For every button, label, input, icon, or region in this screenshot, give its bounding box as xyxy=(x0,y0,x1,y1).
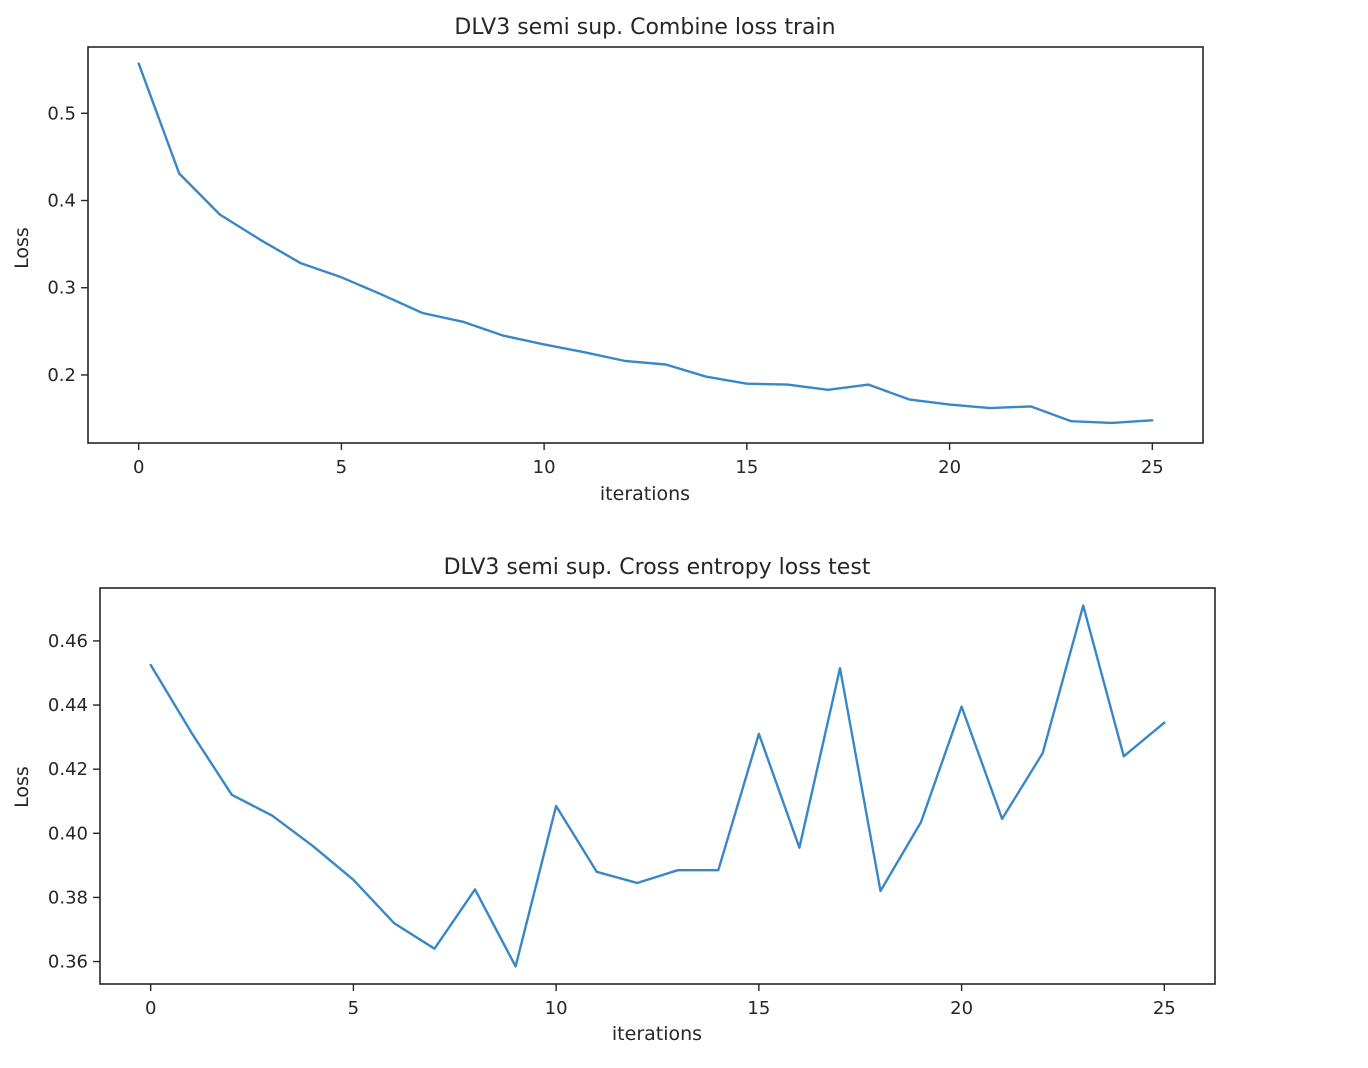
y-tick-label: 0.2 xyxy=(47,365,76,386)
y-tick-label: 0.38 xyxy=(48,887,88,908)
y-axis-label: Loss xyxy=(11,227,33,269)
x-tick-label: 20 xyxy=(950,998,973,1019)
chart-title: DLV3 semi sup. Combine loss train xyxy=(454,15,835,40)
x-tick-label: 10 xyxy=(533,457,556,478)
x-tick-label: 5 xyxy=(348,998,359,1019)
chart-title: DLV3 semi sup. Cross entropy loss test xyxy=(444,555,871,580)
plot-frame xyxy=(87,46,1204,444)
y-tick-label: 0.42 xyxy=(48,759,88,780)
x-tick-label: 25 xyxy=(1153,998,1176,1019)
x-axis-label: iterations xyxy=(600,483,690,505)
series-line xyxy=(137,62,1154,425)
y-tick-label: 0.5 xyxy=(47,103,76,124)
x-tick-label: 0 xyxy=(133,457,144,478)
axis-ticks: 0 5 10 15 20 25 0.2 0.3 0.4 0.5 xyxy=(47,103,1163,478)
y-axis-label: Loss xyxy=(11,766,33,808)
y-tick-label: 0.40 xyxy=(48,823,88,844)
x-tick-label: 15 xyxy=(747,998,770,1019)
x-tick-label: 25 xyxy=(1141,457,1164,478)
x-tick-label: 0 xyxy=(145,998,156,1019)
x-tick-label: 15 xyxy=(735,457,758,478)
y-tick-label: 0.4 xyxy=(47,191,76,212)
x-tick-label: 20 xyxy=(938,457,961,478)
y-tick-label: 0.36 xyxy=(48,952,88,973)
y-tick-label: 0.3 xyxy=(47,278,76,299)
plot-frame xyxy=(99,587,1216,985)
x-axis-label: iterations xyxy=(612,1023,702,1045)
x-tick-label: 5 xyxy=(336,457,347,478)
train-loss-chart: DLV3 semi sup. Combine loss train 0 5 10 15… xyxy=(11,15,1204,505)
y-tick-label: 0.44 xyxy=(48,695,88,716)
series-line xyxy=(149,604,1166,968)
axis-ticks: 0 5 10 15 20 25 0.36 0.38 0.40 0.42 0.44 0.46 xyxy=(48,631,1176,1019)
x-tick-label: 10 xyxy=(545,998,568,1019)
test-loss-chart: DLV3 semi sup. Cross entropy loss test 0… xyxy=(11,555,1216,1045)
y-tick-label: 0.46 xyxy=(48,631,88,652)
